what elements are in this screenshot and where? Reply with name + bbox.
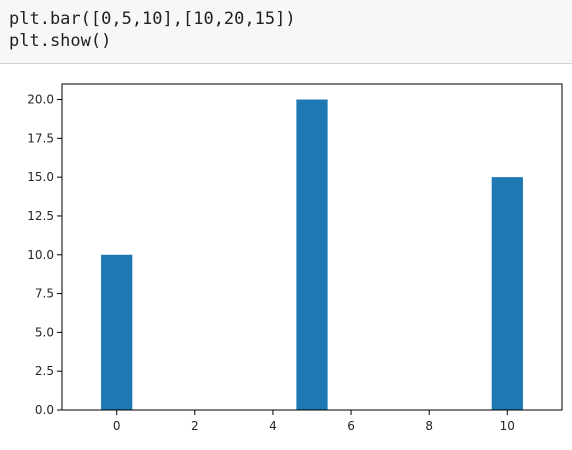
x-tick-label: 2 bbox=[191, 419, 199, 433]
y-tick-label: 12.5 bbox=[27, 209, 54, 223]
x-tick-label: 10 bbox=[500, 419, 515, 433]
bar-2 bbox=[491, 177, 523, 410]
y-tick-label: 17.5 bbox=[27, 131, 54, 145]
y-tick-label: 2.5 bbox=[35, 364, 54, 378]
code-cell[interactable]: plt.bar([0,5,10],[10,20,15]) plt.show() bbox=[0, 0, 572, 64]
y-tick-label: 5.0 bbox=[35, 325, 54, 339]
bar-chart: 0 2 4 6 8 10 0.0 2.5 5.0 7.5 10.0 12.5 15.0 17.5 20.0 bbox=[27, 83, 563, 433]
bar-0 bbox=[101, 254, 133, 410]
y-tick-label: 0.0 bbox=[35, 403, 54, 417]
code-line-1[interactable]: plt.bar([0,5,10],[10,20,15]) bbox=[9, 9, 296, 29]
output-area: 0 2 4 6 8 10 0.0 2.5 5.0 7.5 10.0 12.5 15.0 17.5 20.0 bbox=[0, 64, 572, 446]
x-tick-label: 0 bbox=[113, 419, 121, 433]
x-axis: 0 2 4 6 8 10 bbox=[113, 410, 515, 433]
y-tick-label: 20.0 bbox=[27, 93, 54, 107]
bars-group bbox=[101, 99, 523, 411]
y-axis: 0.0 2.5 5.0 7.5 10.0 12.5 15.0 17.5 20.0 bbox=[27, 93, 62, 417]
x-tick-label: 4 bbox=[269, 419, 277, 433]
code-line-2[interactable]: plt.show() bbox=[9, 31, 112, 51]
y-tick-label: 15.0 bbox=[27, 170, 54, 184]
x-tick-label: 8 bbox=[425, 419, 433, 433]
y-tick-label: 10.0 bbox=[27, 248, 54, 262]
plot-frame bbox=[61, 83, 563, 411]
bar-1 bbox=[296, 99, 328, 411]
y-tick-label: 7.5 bbox=[35, 287, 54, 301]
x-tick-label: 6 bbox=[347, 419, 355, 433]
